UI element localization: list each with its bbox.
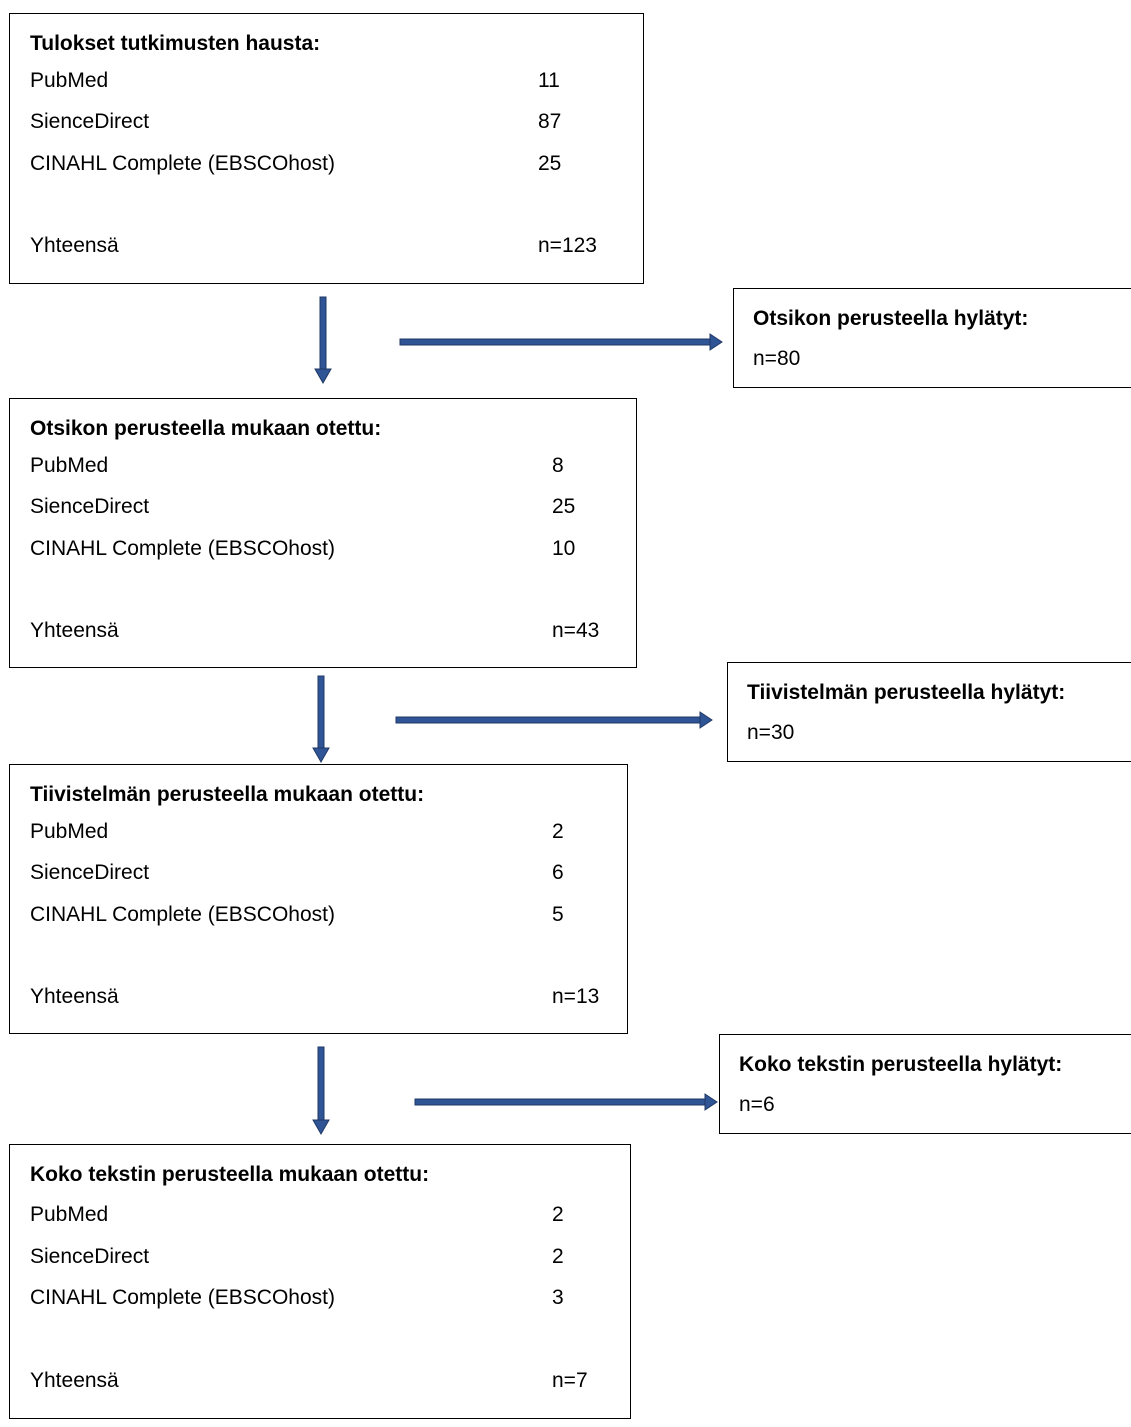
- row-value-cinahl: 25: [538, 152, 562, 175]
- exclusion-value: n=30: [747, 721, 795, 744]
- stage-title: Otsikon perusteella mukaan otettu:: [30, 417, 382, 440]
- row-value-pubmed: 8: [552, 454, 564, 477]
- row-label-cinahl: CINAHL Complete (EBSCOhost): [30, 1286, 335, 1309]
- row-label-sciencedirect: SienceDirect: [30, 861, 150, 884]
- down-arrow-3: [312, 1046, 330, 1136]
- down-arrow-1: [314, 296, 332, 385]
- total-label: Yhteensä: [30, 234, 119, 257]
- row-label-pubmed: PubMed: [30, 454, 109, 477]
- row-value-cinahl: 5: [552, 903, 564, 926]
- row-value-pubmed: 2: [552, 1203, 564, 1226]
- row-label-cinahl: CINAHL Complete (EBSCOhost): [30, 152, 335, 175]
- row-value-cinahl: 3: [552, 1286, 564, 1309]
- row-value-pubmed: 2: [552, 820, 564, 843]
- row-value-cinahl: 10: [552, 537, 576, 560]
- row-value-sciencedirect: 6: [552, 861, 564, 884]
- stage-box-fulltext-screening: Koko tekstin perusteella mukaan otettu: …: [9, 1144, 631, 1419]
- stage-box-search-results: Tulokset tutkimusten hausta: PubMed 11 S…: [9, 13, 644, 284]
- stage-title: Koko tekstin perusteella mukaan otettu:: [30, 1163, 430, 1186]
- row-value-pubmed: 11: [538, 69, 560, 92]
- exclusion-title: Tiivistelmän perusteella hylätyt:: [747, 681, 1066, 704]
- stage-box-title-screening: Otsikon perusteella mukaan otettu: PubMe…: [9, 398, 637, 668]
- row-label-sciencedirect: SienceDirect: [30, 495, 150, 518]
- right-arrow-3: [414, 1093, 718, 1111]
- total-value: n=7: [552, 1369, 588, 1392]
- exclusion-value: n=80: [753, 347, 801, 370]
- right-arrow-2: [395, 711, 713, 729]
- row-value-sciencedirect: 25: [552, 495, 576, 518]
- total-value: n=13: [552, 985, 600, 1008]
- row-value-sciencedirect: 2: [552, 1245, 564, 1268]
- row-label-pubmed: PubMed: [30, 820, 109, 843]
- total-label: Yhteensä: [30, 985, 119, 1008]
- exclusion-value: n=6: [739, 1093, 775, 1116]
- row-label-pubmed: PubMed: [30, 69, 109, 92]
- stage-title: Tiivistelmän perusteella mukaan otettu:: [30, 783, 425, 806]
- stage-title: Tulokset tutkimusten hausta:: [30, 32, 321, 55]
- exclusion-title: Otsikon perusteella hylätyt:: [753, 307, 1029, 330]
- row-label-cinahl: CINAHL Complete (EBSCOhost): [30, 903, 335, 926]
- row-label-sciencedirect: SienceDirect: [30, 1245, 150, 1268]
- row-label-sciencedirect: SienceDirect: [30, 110, 150, 133]
- down-arrow-2: [312, 675, 330, 764]
- row-label-cinahl: CINAHL Complete (EBSCOhost): [30, 537, 335, 560]
- stage-box-abstract-screening: Tiivistelmän perusteella mukaan otettu: …: [9, 764, 628, 1034]
- exclusion-box-title: Otsikon perusteella hylätyt: n=80: [733, 288, 1131, 388]
- right-arrow-1: [399, 333, 723, 351]
- exclusion-title: Koko tekstin perusteella hylätyt:: [739, 1053, 1063, 1076]
- row-label-pubmed: PubMed: [30, 1203, 109, 1226]
- exclusion-box-abstract: Tiivistelmän perusteella hylätyt: n=30: [727, 662, 1131, 762]
- exclusion-box-fulltext: Koko tekstin perusteella hylätyt: n=6: [719, 1034, 1131, 1134]
- total-label: Yhteensä: [30, 619, 119, 642]
- total-value: n=43: [552, 619, 600, 642]
- total-value: n=123: [538, 234, 597, 257]
- row-value-sciencedirect: 87: [538, 110, 562, 133]
- total-label: Yhteensä: [30, 1369, 119, 1392]
